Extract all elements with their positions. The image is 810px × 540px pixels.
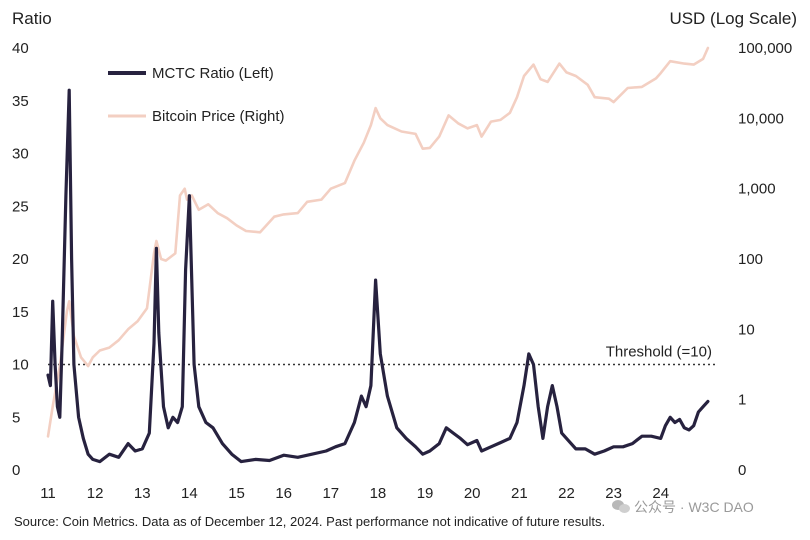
left-tick-label: 15	[12, 304, 29, 321]
bitcoin-price-line	[46, 46, 710, 438]
legend-label: MCTC Ratio (Left)	[152, 65, 274, 82]
right-tick-label: 0	[738, 462, 746, 479]
mctc-ratio-line	[46, 88, 710, 464]
x-tick-label: 16	[275, 485, 292, 502]
watermark: 公众号 · W3C DAO	[612, 497, 754, 517]
right-tick-label: 10,000	[738, 110, 784, 127]
x-tick-label: 19	[417, 485, 434, 502]
watermark-text: 公众号 · W3C DAO	[634, 499, 754, 515]
x-tick-label: 23	[605, 485, 622, 502]
x-tick-label: 24	[652, 485, 669, 502]
left-tick-label: 35	[12, 93, 29, 110]
x-tick-label: 18	[370, 485, 387, 502]
left-tick-label: 0	[12, 462, 20, 479]
right-tick-label: 1,000	[738, 181, 776, 198]
x-tick-label: 13	[134, 485, 151, 502]
right-axis-title: USD (Log Scale)	[669, 9, 797, 28]
left-tick-label: 30	[12, 146, 29, 163]
right-tick-label: 100	[738, 251, 763, 268]
x-tick-label: 22	[558, 485, 575, 502]
x-tick-label: 21	[511, 485, 528, 502]
x-tick-label: 20	[464, 485, 481, 502]
right-tick-label: 10	[738, 321, 755, 338]
left-tick-label: 40	[12, 40, 29, 57]
left-tick-label: 10	[12, 357, 29, 374]
x-tick-label: 12	[87, 485, 104, 502]
x-tick-label: 14	[181, 485, 198, 502]
right-tick-label: 100,000	[738, 40, 792, 57]
x-tick-label: 11	[40, 485, 56, 502]
left-tick-label: 20	[12, 251, 29, 268]
x-tick-label: 15	[228, 485, 245, 502]
left-tick-label: 25	[12, 198, 29, 215]
left-axis-title: Ratio	[12, 9, 52, 28]
left-tick-label: 5	[12, 409, 20, 426]
legend-label: Bitcoin Price (Right)	[152, 108, 285, 125]
threshold-label: Threshold (=10)	[606, 344, 712, 361]
right-tick-label: 1	[738, 392, 746, 409]
wechat-icon	[612, 500, 630, 514]
source-note: Source: Coin Metrics. Data as of Decembe…	[14, 514, 606, 529]
x-tick-label: 17	[322, 485, 339, 502]
